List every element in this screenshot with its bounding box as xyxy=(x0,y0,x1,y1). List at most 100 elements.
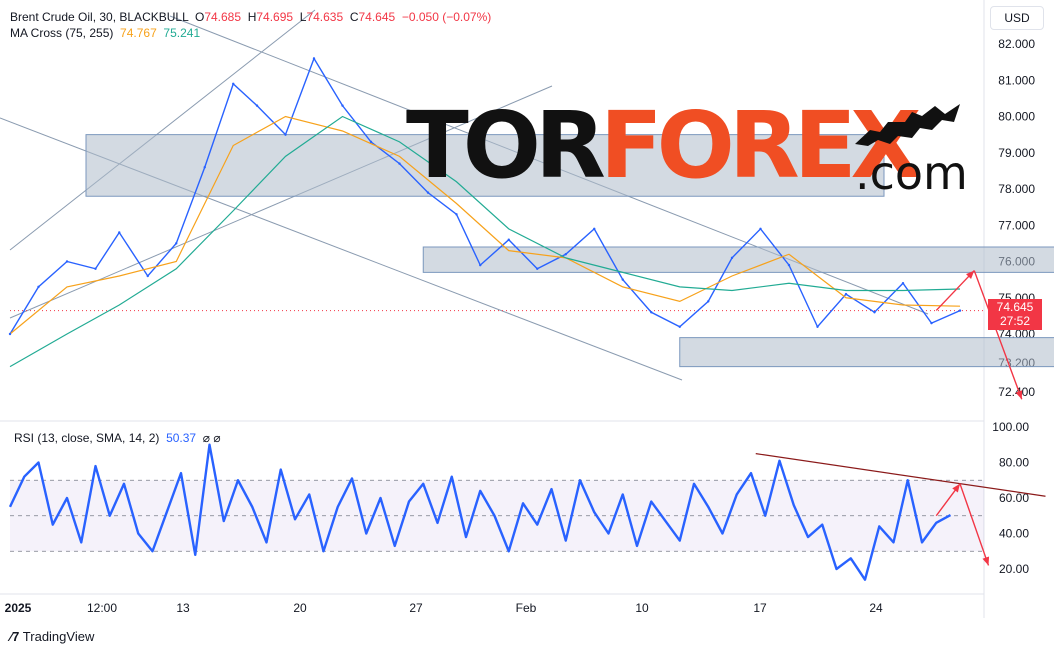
price-point xyxy=(232,82,235,86)
price-point xyxy=(175,242,178,245)
price-axis-tick: 79.000 xyxy=(998,146,1035,160)
low-label: L xyxy=(299,10,307,24)
symbol-title: Brent Crude Oil, 30, BLACKBULL xyxy=(10,10,189,24)
close-label: C xyxy=(349,10,359,24)
bull-icon xyxy=(855,104,960,146)
forecast-arrow xyxy=(935,270,975,311)
price-point xyxy=(341,104,344,107)
time-axis-tick: 24 xyxy=(869,601,883,615)
ma-slow-line xyxy=(9,115,961,368)
price-point xyxy=(787,263,791,267)
tradingview-icon: ⁄7 xyxy=(10,629,20,644)
rsi-forecast-arrow xyxy=(959,483,990,566)
time-axis-tick: Feb xyxy=(516,601,537,615)
price-point xyxy=(930,321,933,325)
time-axis-tick: 17 xyxy=(753,601,767,615)
price-point xyxy=(507,238,510,241)
time-axis-tick: 2025 xyxy=(5,601,32,615)
price-point xyxy=(650,311,653,314)
price-point xyxy=(94,267,97,270)
price-point xyxy=(678,325,681,328)
time-axis-tick: 27 xyxy=(409,601,423,615)
price-point xyxy=(958,309,962,312)
high-value: 74.695 xyxy=(256,10,294,24)
time-axis-tick: 12:00 xyxy=(87,601,117,615)
tradingview-logo: ⁄7 TradingView xyxy=(10,629,94,644)
close-value: 74.645 xyxy=(358,10,396,24)
time-axis-tick: 13 xyxy=(176,601,190,615)
price-axis-tick: 72.400 xyxy=(998,385,1035,399)
price-point xyxy=(593,227,596,231)
price-point xyxy=(65,260,69,263)
price-point xyxy=(564,253,567,256)
watermark-com: .com xyxy=(855,146,968,200)
rsi-label: RSI (13, close, SMA, 14, 2) xyxy=(14,431,160,445)
price-point xyxy=(284,133,287,136)
time-axis-tick: 20 xyxy=(293,601,307,615)
ma-legend: MA Cross (75, 255) 74.767 75.241 xyxy=(10,26,200,40)
rsi-line xyxy=(8,443,952,581)
bar-timer: 27:52 xyxy=(999,314,1031,328)
ma-label: MA Cross (75, 255) xyxy=(10,26,114,40)
price-point xyxy=(816,325,819,328)
forecast-arrow-head xyxy=(1015,390,1023,400)
currency-button[interactable]: USD xyxy=(990,6,1044,30)
price-point xyxy=(398,162,401,165)
torforex-watermark: TORFOREX xyxy=(406,96,921,196)
chart-header: Brent Crude Oil, 30, BLACKBULL O74.685 H… xyxy=(10,10,491,24)
rsi-axis-tick: 100.00 xyxy=(992,420,1029,434)
rsi-forecast-arrow-head xyxy=(952,483,960,493)
ma-slow-value: 75.241 xyxy=(163,26,201,40)
rsi-trend-line xyxy=(755,453,1046,497)
tradingview-brand: TradingView xyxy=(22,629,95,644)
rsi-axis-tick: 60.00 xyxy=(999,491,1029,505)
price-point xyxy=(901,282,905,285)
last-price: 74.645 xyxy=(996,300,1034,314)
price-point xyxy=(730,256,734,260)
last-price-tag: 74.645 27:52 xyxy=(988,299,1042,330)
price-point xyxy=(536,267,539,270)
price-point xyxy=(369,140,373,144)
price-point xyxy=(118,231,121,234)
open-label: O xyxy=(194,10,205,24)
price-point xyxy=(37,285,40,289)
price-axis-tick: 78.000 xyxy=(998,182,1035,196)
rsi-axis-tick: 20.00 xyxy=(999,562,1029,576)
support-resistance-zone xyxy=(85,134,885,197)
price-point xyxy=(455,213,458,216)
rsi-visibility-icons[interactable]: ⌀ ⌀ xyxy=(202,431,221,445)
high-label: H xyxy=(247,10,257,24)
rsi-value: 50.37 xyxy=(166,431,197,445)
rsi-axis-tick: 40.00 xyxy=(999,527,1029,541)
rsi-forecast-arrow-head xyxy=(982,556,990,566)
ma-fast-line xyxy=(9,115,961,335)
price-point xyxy=(8,332,12,336)
price-point xyxy=(707,300,710,303)
rsi-axis-tick: 80.00 xyxy=(999,456,1029,470)
low-value: 74.635 xyxy=(306,10,344,24)
price-point xyxy=(621,278,624,281)
price-point xyxy=(312,57,316,60)
trend-line xyxy=(9,9,316,251)
price-point xyxy=(479,263,482,267)
open-value: 74.685 xyxy=(204,10,242,24)
price-axis-tick: 77.000 xyxy=(998,218,1035,232)
time-axis-tick: 10 xyxy=(635,601,649,615)
ma-fast-value: 74.767 xyxy=(120,26,157,40)
price-point xyxy=(255,104,259,107)
watermark-tor: TOR xyxy=(406,92,606,199)
change-value: −0.050 (−0.07%) xyxy=(401,10,492,24)
support-resistance-zone xyxy=(679,337,1054,368)
rsi-legend: RSI (13, close, SMA, 14, 2) 50.37 ⌀ ⌀ xyxy=(14,431,221,445)
forecast-arrow xyxy=(973,270,1023,400)
price-point xyxy=(146,274,149,278)
price-point xyxy=(873,311,876,314)
price-point xyxy=(426,191,430,194)
price-point xyxy=(844,292,848,296)
price-axis-tick: 82.000 xyxy=(998,37,1035,51)
price-axis-tick: 81.000 xyxy=(998,73,1035,87)
price-point xyxy=(759,227,762,231)
forecast-arrow-head xyxy=(965,270,975,279)
price-point xyxy=(203,166,206,169)
